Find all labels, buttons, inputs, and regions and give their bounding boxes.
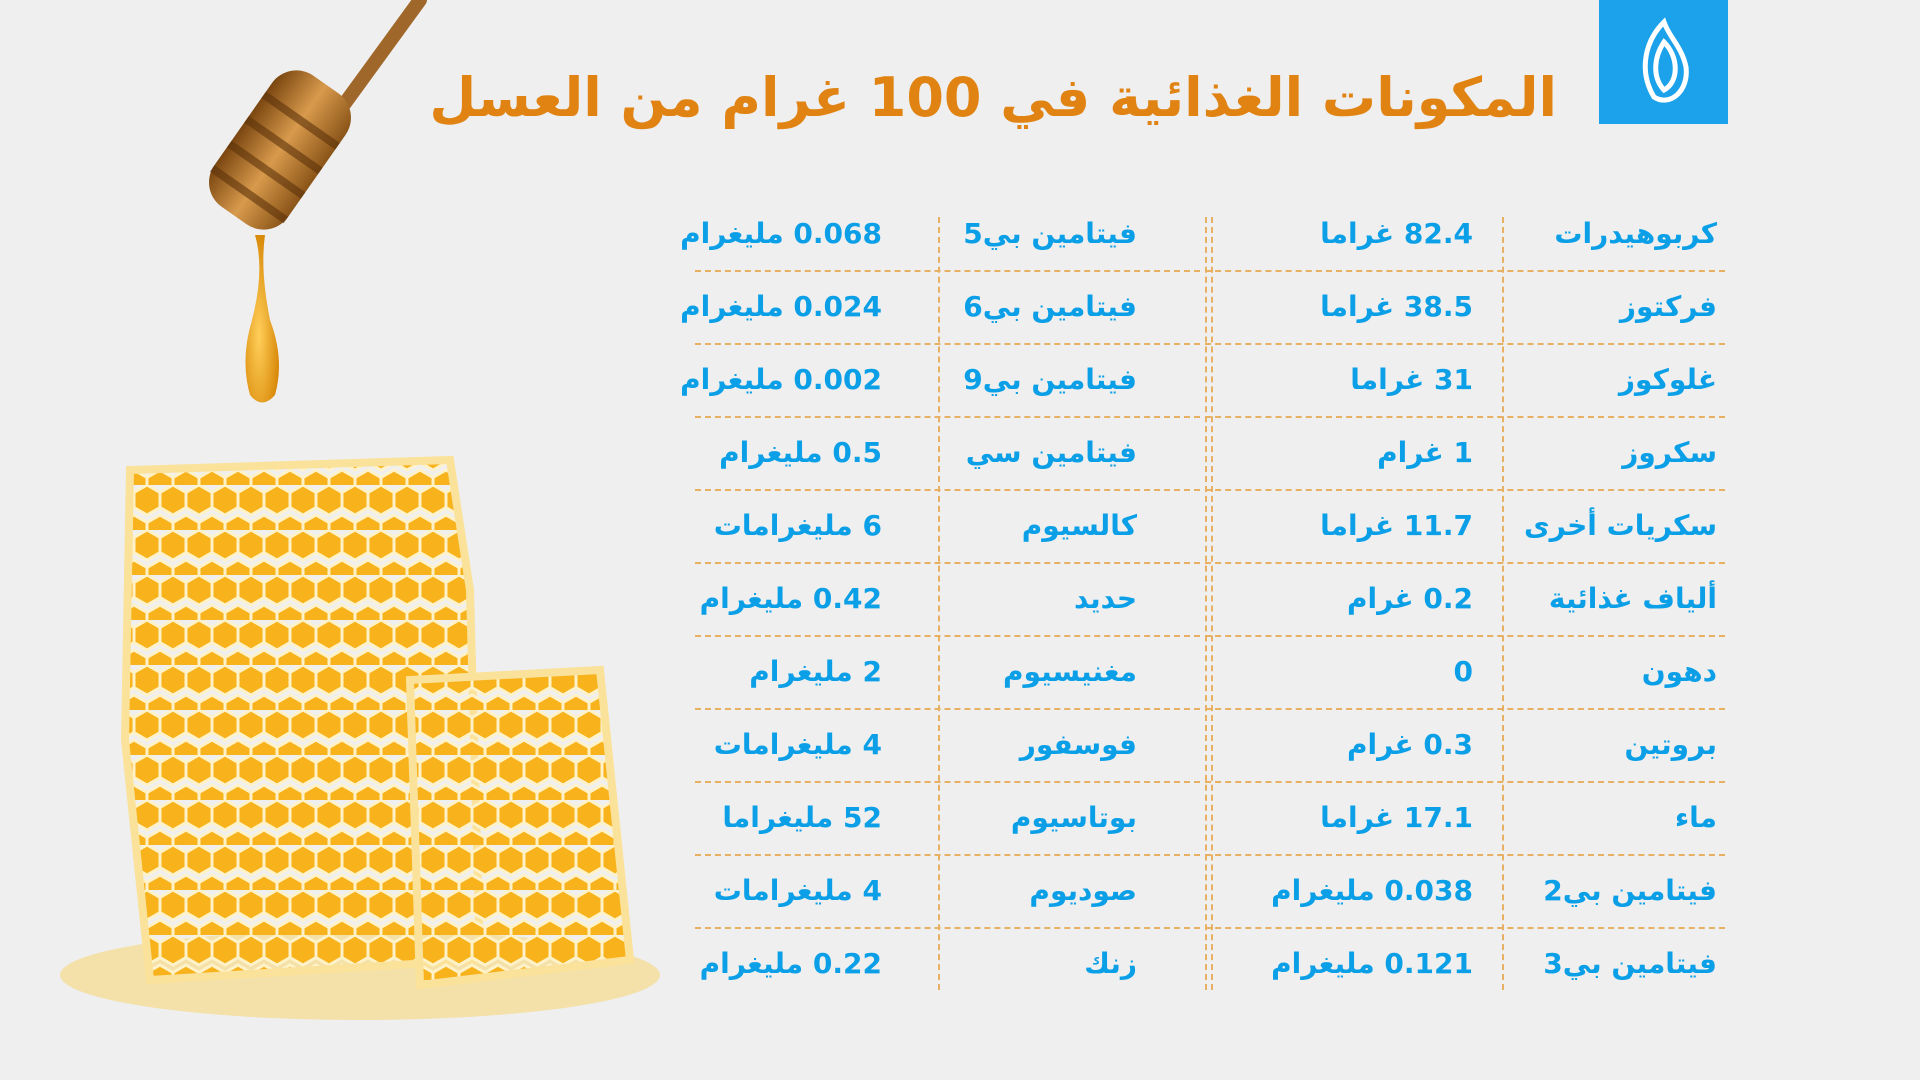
nutrient-value: 0.121 مليغرام	[1271, 947, 1473, 980]
nutrient-value: 0.22 مليغرام	[699, 947, 882, 980]
nutrient-name: بوتاسيوم	[1010, 801, 1137, 834]
nutrient-name: فركتوز	[1619, 290, 1717, 323]
table-row: صوديوم 4 مليغرامات	[695, 854, 1200, 929]
table-row: فيتامين بي9 0.002 مليغرام	[680, 343, 1200, 418]
nutrient-value: 0.038 مليغرام	[1271, 874, 1473, 907]
table-row: حديد 0.42 مليغرام	[695, 562, 1200, 637]
nutrient-name: فيتامين بي5	[963, 217, 1137, 250]
nutrient-value: 17.1 غراما	[1320, 801, 1473, 834]
nutrient-name: ألياف غذائية	[1548, 582, 1717, 615]
nutrient-value: 0.024 مليغرام	[680, 290, 882, 323]
nutrient-value: 82.4 غراما	[1320, 217, 1473, 250]
nutrient-value: 11.7 غراما	[1320, 509, 1473, 542]
nutrient-name: فيتامين بي3	[1543, 947, 1717, 980]
table-row: غلوكوز 31 غراما	[1205, 343, 1725, 418]
table-row: بروتين 0.3 غرام	[1205, 708, 1725, 783]
nutrient-value: 38.5 غراما	[1320, 290, 1473, 323]
table-left: فيتامين بي5 0.068 مليغرام فيتامين بي6 0.024…	[680, 197, 1200, 1000]
nutrient-value: 0.068 مليغرام	[680, 217, 882, 250]
nutrient-name: غلوكوز	[1618, 363, 1717, 396]
table-row: بوتاسيوم 52 مليغراما	[695, 781, 1200, 856]
nutrient-name: حديد	[1073, 582, 1137, 615]
nutrient-name: فيتامين بي9	[963, 363, 1137, 396]
nutrient-name: سكريات أخرى	[1523, 509, 1717, 542]
table-row: سكريات أخرى 11.7 غراما	[1205, 489, 1725, 564]
nutrient-value: 6 مليغرامات	[713, 509, 882, 542]
page-title: المكونات الغذائية في 100 غرام من العسل	[429, 66, 1557, 129]
table-row: فيتامين سي 0.5 مليغرام	[695, 416, 1200, 491]
nutrient-value: 2 مليغرام	[749, 655, 882, 688]
nutrient-name: كالسيوم	[1021, 509, 1137, 542]
nutrient-value: 4 مليغرامات	[713, 874, 882, 907]
double-divider	[1211, 217, 1213, 990]
nutrient-value: 0.5 مليغرام	[719, 436, 882, 469]
table-row: فيتامين بي2 0.038 مليغرام	[1205, 854, 1725, 929]
table-row: فيتامين بي3 0.121 مليغرام	[1205, 927, 1725, 1000]
table-row: كربوهيدرات 82.4 غراما	[1205, 197, 1725, 272]
nutrient-value: 0.2 غرام	[1346, 582, 1473, 615]
nutrient-value: 52 مليغراما	[722, 801, 882, 834]
table-row: زنك 0.22 مليغرام	[695, 927, 1200, 1000]
nutrient-name: ماء	[1674, 801, 1717, 834]
nutrient-value: 1 غرام	[1377, 436, 1473, 469]
table-right: كربوهيدرات 82.4 غراما فركتوز 38.5 غراما غلوك…	[1205, 197, 1725, 1000]
table-row: فوسفور 4 مليغرامات	[695, 708, 1200, 783]
nutrient-value: 0.002 مليغرام	[680, 363, 882, 396]
table-row: ماء 17.1 غراما	[1205, 781, 1725, 856]
column-divider	[938, 217, 940, 990]
table-row: فيتامين بي5 0.068 مليغرام	[680, 197, 1200, 272]
table-row: سكروز 1 غرام	[1205, 416, 1725, 491]
honeycomb-image	[60, 455, 660, 1020]
table-row: مغنيسيوم 2 مليغرام	[695, 635, 1200, 710]
nutrient-name: كربوهيدرات	[1554, 217, 1717, 250]
al-jazeera-logo	[1599, 0, 1728, 124]
table-row: فيتامين بي6 0.024 مليغرام	[680, 270, 1200, 345]
table-row: فركتوز 38.5 غراما	[1205, 270, 1725, 345]
nutrient-name: فيتامين بي2	[1543, 874, 1717, 907]
double-divider	[1205, 217, 1207, 990]
nutrient-value: 31 غراما	[1350, 363, 1473, 396]
nutrient-name: دهون	[1641, 655, 1717, 688]
honey-dipper-image	[209, 0, 427, 403]
nutrient-value: 0.42 مليغرام	[699, 582, 882, 615]
nutrient-value: 0	[1453, 655, 1473, 688]
nutrient-name: زنك	[1084, 947, 1137, 980]
table-row: دهون 0	[1205, 635, 1725, 710]
nutrient-value: 4 مليغرامات	[713, 728, 882, 761]
nutrient-value: 0.3 غرام	[1346, 728, 1473, 761]
nutrient-name: فوسفور	[1019, 728, 1137, 761]
nutrient-name: صوديوم	[1029, 874, 1137, 907]
nutrient-name: مغنيسيوم	[1003, 655, 1137, 688]
nutrient-name: بروتين	[1624, 728, 1717, 761]
column-divider	[1502, 217, 1504, 990]
table-row: كالسيوم 6 مليغرامات	[695, 489, 1200, 564]
nutrient-name: سكروز	[1622, 436, 1717, 469]
nutrient-name: فيتامين سي	[965, 436, 1137, 469]
nutrient-name: فيتامين بي6	[963, 290, 1137, 323]
table-row: ألياف غذائية 0.2 غرام	[1205, 562, 1725, 637]
al-jazeera-logo-icon	[1642, 17, 1689, 103]
